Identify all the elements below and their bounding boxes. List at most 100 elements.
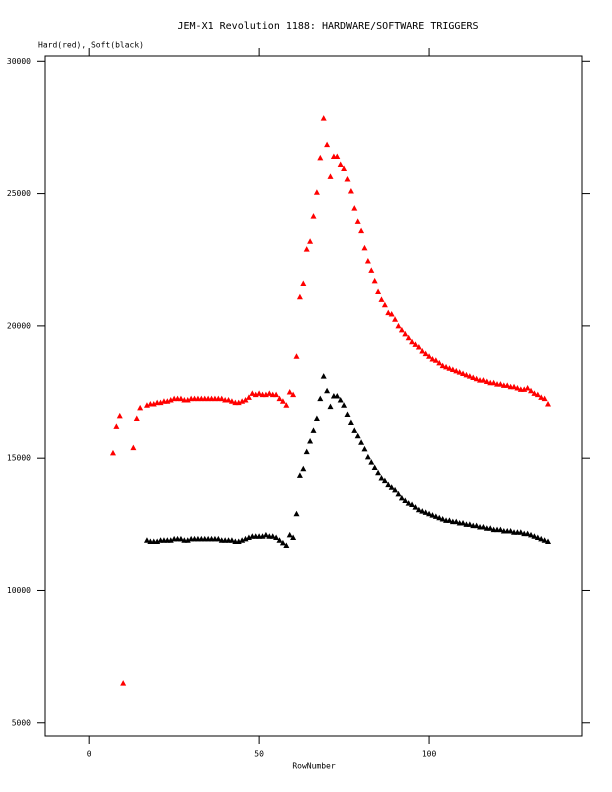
data-point — [307, 238, 314, 244]
data-point — [483, 378, 490, 384]
data-point — [364, 453, 371, 460]
data-point — [480, 377, 487, 383]
data-point — [507, 527, 514, 534]
data-point — [113, 423, 120, 429]
data-point — [405, 334, 412, 341]
data-point — [324, 141, 331, 148]
data-point — [480, 523, 487, 530]
data-point — [313, 189, 320, 195]
data-point — [351, 427, 358, 433]
data-point — [364, 258, 371, 264]
data-point — [130, 444, 137, 451]
data-point — [358, 227, 365, 234]
data-point — [347, 187, 354, 194]
data-point — [412, 504, 419, 510]
data-point — [293, 353, 300, 359]
data-point — [269, 533, 276, 539]
data-point — [398, 494, 405, 501]
data-point — [276, 537, 283, 543]
data-point — [228, 398, 235, 404]
data-point — [524, 530, 531, 537]
data-point — [419, 348, 426, 354]
data-point — [419, 508, 426, 514]
data-point — [426, 353, 433, 359]
data-point — [143, 537, 150, 543]
data-point — [456, 369, 463, 375]
data-point — [395, 322, 402, 329]
data-point — [375, 288, 382, 294]
y-tick-label: 20000 — [7, 321, 31, 330]
data-point — [354, 432, 361, 439]
data-point — [538, 394, 545, 400]
data-point — [334, 153, 341, 160]
data-point — [490, 379, 497, 386]
data-point — [347, 419, 354, 425]
data-point — [429, 512, 436, 518]
data-point — [137, 404, 144, 411]
data-point — [398, 326, 405, 333]
data-point — [293, 510, 300, 517]
x-tick-label: 100 — [422, 750, 437, 759]
data-point — [344, 176, 351, 182]
data-point — [368, 267, 375, 273]
data-point — [283, 542, 290, 548]
data-point — [460, 370, 467, 377]
data-point — [378, 475, 385, 481]
data-point — [358, 439, 365, 445]
data-point — [504, 382, 511, 388]
data-point — [439, 516, 446, 522]
data-point — [310, 427, 317, 433]
data-point — [415, 506, 422, 513]
data-point — [300, 465, 307, 472]
x-tick-label: 50 — [254, 750, 264, 759]
data-point — [466, 373, 473, 379]
data-point — [514, 385, 521, 391]
data-point — [109, 449, 116, 456]
data-point — [317, 154, 324, 161]
data-point — [228, 537, 235, 543]
y-tick-label: 25000 — [7, 189, 31, 198]
data-point — [531, 533, 538, 539]
data-point — [116, 412, 123, 419]
data-point — [283, 402, 290, 408]
data-point — [245, 394, 252, 400]
data-point — [511, 383, 518, 390]
data-point — [409, 501, 416, 507]
data-point — [528, 387, 535, 394]
data-point — [429, 355, 436, 362]
chart-title: JEM-X1 Revolution 1188: HARDWARE/SOFTWAR… — [177, 21, 478, 32]
data-point — [273, 534, 280, 541]
data-point — [470, 374, 477, 380]
data-point — [310, 213, 317, 219]
data-point — [320, 115, 327, 121]
data-point — [497, 526, 504, 533]
data-point — [341, 402, 348, 408]
data-point — [517, 529, 524, 535]
data-point — [402, 497, 409, 504]
data-point — [446, 517, 453, 523]
data-point — [405, 500, 412, 506]
data-point — [177, 535, 184, 542]
data-point — [317, 395, 324, 402]
data-point — [453, 367, 460, 374]
data-point — [392, 486, 399, 493]
data-point — [534, 391, 541, 398]
x-tick-label: 0 — [87, 750, 92, 759]
data-point — [303, 246, 310, 252]
data-point — [395, 490, 402, 497]
data-point — [279, 398, 286, 404]
data-point — [531, 390, 538, 396]
y-tick-label: 10000 — [7, 586, 31, 595]
data-point — [225, 396, 232, 403]
data-point — [432, 513, 439, 519]
data-point — [443, 363, 450, 370]
data-point — [385, 309, 392, 316]
data-point — [351, 205, 358, 211]
y-axis-label: Hard(red), Soft(black) — [38, 41, 144, 50]
data-point — [528, 531, 535, 538]
data-point — [432, 357, 439, 363]
data-point — [344, 411, 351, 418]
data-point — [337, 161, 344, 167]
data-point — [327, 403, 334, 410]
data-point — [545, 400, 552, 407]
